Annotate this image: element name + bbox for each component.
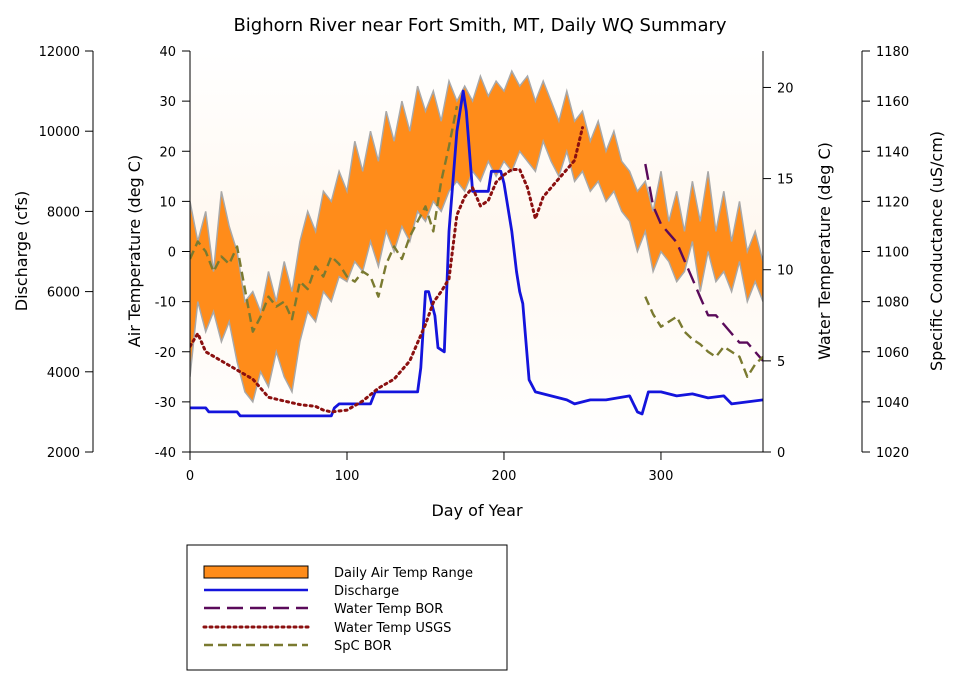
spc-tick-label: 1080 bbox=[876, 296, 909, 311]
air-temp-tick-label: 20 bbox=[159, 145, 176, 160]
discharge-axis-title: Discharge (cfs) bbox=[12, 191, 31, 311]
spc-axis-title: Specific Conductance (uS/cm) bbox=[927, 131, 946, 371]
air-temp-tick-label: 40 bbox=[159, 45, 176, 60]
spc-tick-label: 1160 bbox=[876, 95, 909, 110]
plot-area bbox=[190, 69, 763, 418]
legend-label-water-temp-bor: Water Temp BOR bbox=[334, 602, 443, 617]
x-tick-label: 200 bbox=[492, 469, 517, 484]
legend: Daily Air Temp Range Discharge Water Temp … bbox=[186, 544, 508, 671]
water-temp-usgs-line bbox=[190, 126, 584, 414]
spc-tick-label: 1060 bbox=[876, 346, 909, 361]
x-axis-title: Day of Year bbox=[431, 501, 522, 520]
water-temp-bor-line bbox=[644, 163, 763, 362]
discharge-tick-label: 10000 bbox=[39, 125, 80, 140]
legend-swatch-daily-air-temp-range bbox=[203, 565, 309, 579]
spc-bor-line bbox=[190, 105, 763, 378]
water-temp-tick-label: 15 bbox=[777, 173, 794, 188]
spc-tick-label: 1180 bbox=[876, 45, 909, 60]
discharge-tick-label: 2000 bbox=[47, 446, 80, 461]
x-tick-label: 300 bbox=[649, 469, 674, 484]
legend-label-water-temp-usgs: Water Temp USGS bbox=[334, 621, 451, 636]
air-temp-axis-title: Air Temperature (deg C) bbox=[125, 155, 144, 347]
air-temp-tick-label: 0 bbox=[168, 246, 176, 261]
air-temp-tick-label: -30 bbox=[155, 396, 176, 411]
water-temp-tick-label: 20 bbox=[777, 81, 794, 96]
spc-tick-label: 1040 bbox=[876, 396, 909, 411]
discharge-tick-label: 8000 bbox=[47, 205, 80, 220]
spc-tick-label: 1100 bbox=[876, 246, 909, 261]
chart-title: Bighorn River near Fort Smith, MT, Daily… bbox=[233, 15, 726, 36]
axes: 20004000600080001000012000-40-30-20-1001… bbox=[39, 45, 909, 484]
daily-air-temp-range-band bbox=[190, 69, 763, 404]
discharge-tick-label: 12000 bbox=[39, 45, 80, 60]
water-temp-tick-label: 5 bbox=[777, 355, 785, 370]
air-temp-tick-label: -10 bbox=[155, 296, 176, 311]
discharge-tick-label: 6000 bbox=[47, 286, 80, 301]
legend-label-daily-air-temp-range: Daily Air Temp Range bbox=[334, 566, 473, 581]
water-temp-tick-label: 0 bbox=[777, 446, 785, 461]
water-temp-axis-title: Water Temperature (deg C) bbox=[815, 142, 834, 360]
water-temp-tick-label: 10 bbox=[777, 264, 794, 279]
x-tick-label: 100 bbox=[335, 469, 360, 484]
legend-label-discharge: Discharge bbox=[334, 584, 399, 599]
air-temp-tick-label: -40 bbox=[155, 446, 176, 461]
air-temp-tick-label: -20 bbox=[155, 346, 176, 361]
discharge-tick-label: 4000 bbox=[47, 366, 80, 381]
air-temp-tick-label: 30 bbox=[159, 95, 176, 110]
spc-tick-label: 1140 bbox=[876, 145, 909, 160]
discharge-line bbox=[190, 89, 763, 418]
spc-tick-label: 1120 bbox=[876, 195, 909, 210]
x-tick-label: 0 bbox=[186, 469, 194, 484]
air-temp-tick-label: 10 bbox=[159, 195, 176, 210]
spc-tick-label: 1020 bbox=[876, 446, 909, 461]
legend-label-spc-bor: SpC BOR bbox=[334, 639, 392, 654]
